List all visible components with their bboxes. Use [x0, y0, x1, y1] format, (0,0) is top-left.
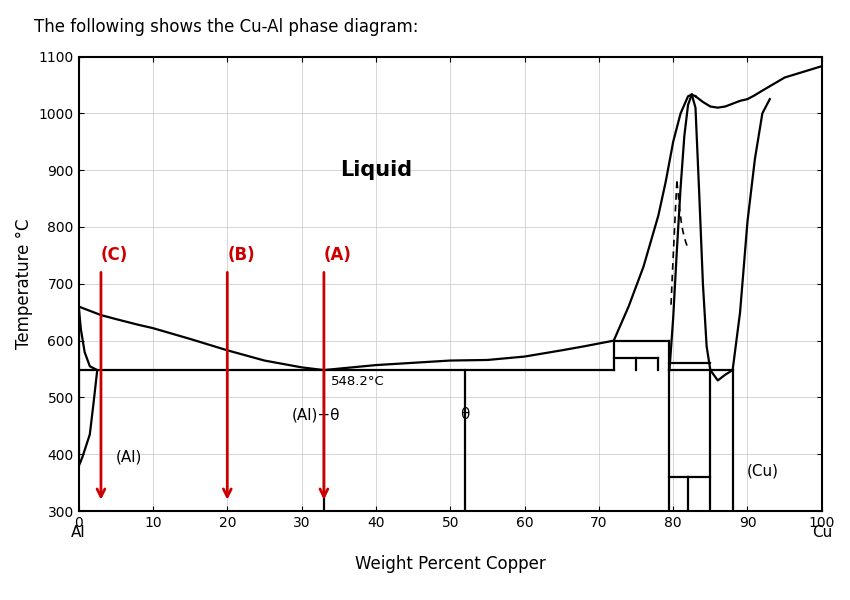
Text: (C): (C) — [101, 246, 128, 264]
Text: Cu: Cu — [812, 526, 832, 541]
Text: Liquid: Liquid — [340, 160, 412, 180]
X-axis label: Weight Percent Copper: Weight Percent Copper — [354, 555, 546, 573]
Text: Al: Al — [71, 526, 86, 541]
Text: (B): (B) — [227, 246, 255, 264]
Y-axis label: Temperature °C: Temperature °C — [15, 218, 33, 349]
Text: The following shows the Cu-Al phase diagram:: The following shows the Cu-Al phase diag… — [34, 18, 418, 36]
Text: (Al)+θ: (Al)+θ — [292, 407, 341, 422]
Text: θ: θ — [461, 407, 470, 422]
Text: 548.2°C: 548.2°C — [332, 375, 385, 388]
Text: (Al): (Al) — [116, 449, 142, 464]
Text: (Cu): (Cu) — [746, 464, 779, 479]
Text: (A): (A) — [324, 246, 352, 264]
